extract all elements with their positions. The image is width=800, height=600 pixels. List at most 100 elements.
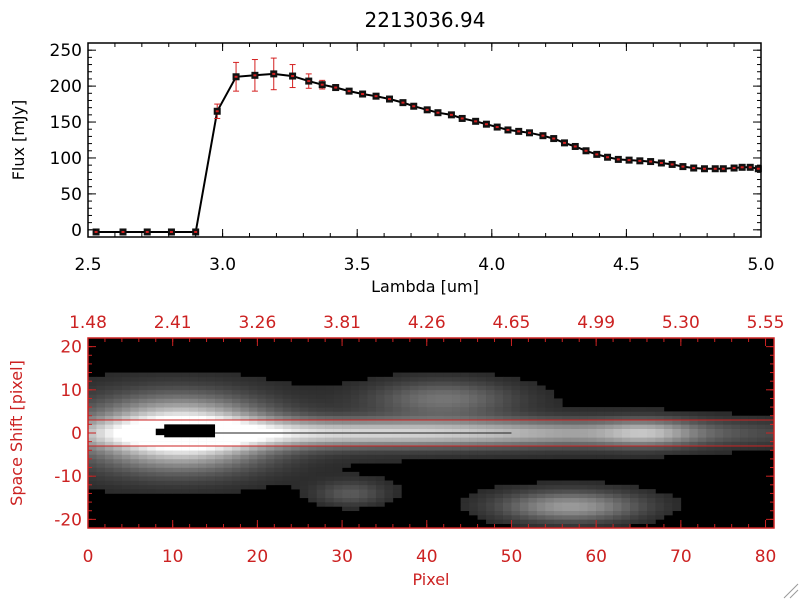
image-pixel <box>375 480 385 486</box>
image-pixel <box>342 428 351 434</box>
image-pixel <box>545 484 555 490</box>
image-pixel <box>401 437 411 442</box>
data-point-error-core <box>517 130 521 133</box>
image-pixel <box>587 523 597 529</box>
image-pixel <box>299 433 309 438</box>
image-pixel <box>198 476 207 481</box>
image-pixel <box>460 428 470 434</box>
image-pixel <box>663 420 673 425</box>
image-pixel <box>621 484 631 490</box>
image-pixel <box>536 506 546 512</box>
image-pixel <box>613 454 622 460</box>
image-pixel <box>731 441 741 447</box>
image-pixel <box>274 441 284 447</box>
image-pixel <box>206 445 216 451</box>
image-pixel <box>655 411 665 417</box>
image-pixel <box>401 433 411 438</box>
image-pixel <box>672 437 682 442</box>
image-pixel <box>164 437 173 442</box>
image-pixel <box>206 467 216 473</box>
image-pixel <box>604 510 614 516</box>
image-pixel <box>274 450 284 455</box>
image-pixel <box>443 454 453 460</box>
image-pixel <box>680 441 690 447</box>
image-pixel <box>172 381 182 386</box>
image-pixel <box>147 389 157 395</box>
image-pixel <box>96 428 106 434</box>
image-pixel <box>274 445 284 451</box>
image-pixel <box>147 420 157 425</box>
image-pixel <box>375 385 385 391</box>
image-pixel <box>579 445 588 451</box>
image-pixel <box>613 415 622 421</box>
image-pixel <box>469 398 478 404</box>
image-pixel <box>689 411 699 417</box>
image-pixel <box>452 433 461 438</box>
image-pixel <box>613 493 622 499</box>
image-pixel <box>477 493 487 499</box>
image-pixel <box>469 372 478 378</box>
image-pixel <box>528 493 538 499</box>
image-pixel <box>96 411 106 417</box>
image-pixel <box>502 424 512 429</box>
image-pixel <box>113 411 123 417</box>
image-pixel <box>155 398 165 404</box>
image-pixel <box>316 415 326 421</box>
image-pixel <box>88 476 97 481</box>
image-pixel <box>359 411 368 417</box>
image-pixel <box>299 420 309 425</box>
image-pixel <box>672 450 682 455</box>
image-pixel <box>511 381 521 386</box>
image-pixel <box>325 415 334 421</box>
image-pixel <box>316 424 326 429</box>
image-pixel <box>248 480 258 486</box>
image-pixel <box>88 441 97 447</box>
image-pixel <box>409 437 419 442</box>
image-pixel <box>121 484 131 490</box>
image-pixel <box>88 420 97 425</box>
image-pixel <box>223 407 233 412</box>
image-pixel <box>587 420 597 425</box>
image-pixel <box>460 454 470 460</box>
image-pixel <box>215 467 224 473</box>
image-pixel <box>596 493 605 499</box>
image-pixel <box>757 441 766 447</box>
image-pixel <box>553 424 563 429</box>
image-pixel <box>663 493 673 499</box>
image-pixel <box>697 428 707 434</box>
image-pixel <box>477 510 487 516</box>
image-pixel <box>426 424 436 429</box>
image-pixel <box>240 441 250 447</box>
image-pixel <box>299 493 309 499</box>
image-pixel <box>748 445 758 451</box>
image-pixel <box>494 424 504 429</box>
data-point-error-core <box>681 165 685 168</box>
image-pixel <box>257 454 267 460</box>
image-pixel <box>545 415 555 421</box>
image-pixel <box>121 402 131 408</box>
data-point-error-core <box>506 128 510 131</box>
image-pixel <box>426 415 436 421</box>
image-pixel <box>223 398 233 404</box>
image-pixel <box>88 467 97 473</box>
image-pixel <box>426 398 436 404</box>
resize-grip-icon[interactable] <box>783 583 799 599</box>
image-pixel <box>130 484 140 490</box>
image-pixel <box>494 389 504 395</box>
image-pixel <box>553 515 563 520</box>
image-pixel <box>299 398 309 404</box>
image-pixel <box>596 433 605 438</box>
image-pixel <box>316 402 326 408</box>
image-pixel <box>215 471 224 477</box>
image-pixel <box>765 424 775 429</box>
image-pixel <box>443 433 453 438</box>
image-pixel <box>282 398 292 404</box>
image-pixel <box>350 441 360 447</box>
image-pixel <box>680 433 690 438</box>
image-pixel <box>426 450 436 455</box>
y-tick-label: 100 <box>50 149 82 169</box>
image-pixel <box>333 441 343 447</box>
image-pixel <box>435 415 444 421</box>
data-point-error-core <box>649 160 653 163</box>
image-pixel <box>748 441 758 447</box>
